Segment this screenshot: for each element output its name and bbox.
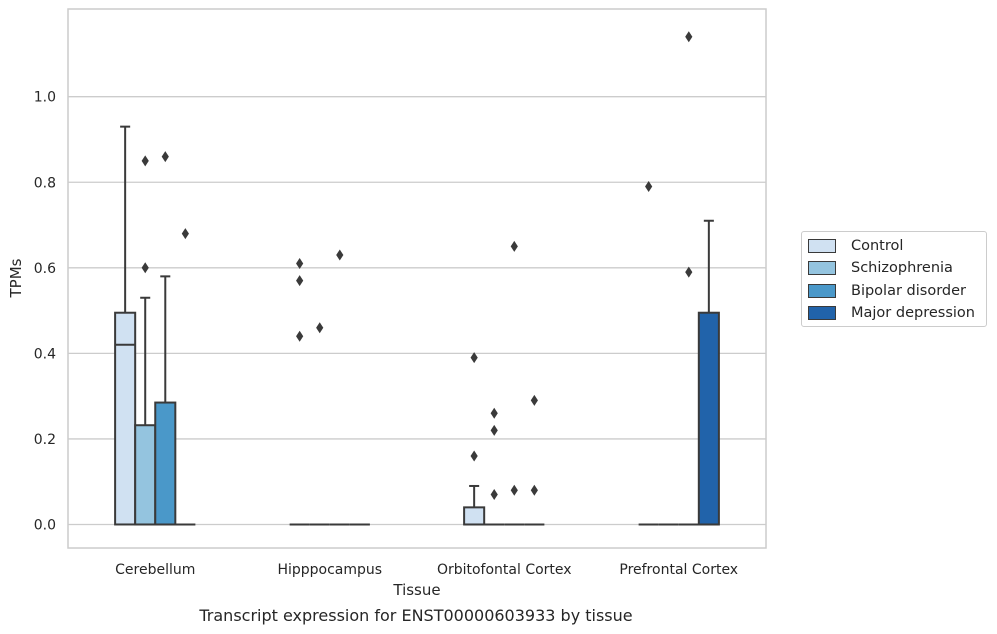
- box-body: [154, 401, 177, 526]
- x-axis-label: Tissue: [392, 581, 440, 599]
- outlier-point: [336, 249, 344, 261]
- outlier-point: [490, 424, 498, 436]
- x-tick-label: Cerebellum: [115, 562, 195, 578]
- box-body: [463, 506, 486, 526]
- outlier-point: [490, 489, 498, 501]
- box-plot-series: [114, 31, 720, 526]
- outlier-point: [316, 322, 324, 334]
- outlier-point: [470, 352, 478, 364]
- outlier-point: [141, 155, 149, 167]
- outlier-point: [645, 181, 653, 193]
- x-tick-label: Hipppocampus: [277, 562, 382, 578]
- y-tick-label: 0.6: [34, 261, 56, 277]
- outlier-point: [296, 330, 304, 342]
- legend-swatch-bipolar-disorder: [808, 284, 836, 298]
- outlier-point: [530, 394, 538, 406]
- legend-label-schizophrenia: Schizophrenia: [851, 260, 953, 276]
- outlier-point: [296, 275, 304, 287]
- outlier-point: [470, 450, 478, 462]
- legend-label-control: Control: [851, 238, 904, 254]
- legend-label-bipolar-disorder: Bipolar disorder: [851, 283, 966, 299]
- y-tick-label: 0.4: [34, 346, 56, 362]
- legend-label-major-depression: Major depression: [851, 305, 975, 321]
- legend-item-control: Control: [808, 237, 903, 255]
- y-axis-label: TPMs: [7, 258, 25, 298]
- outlier-point: [510, 240, 518, 252]
- outlier-point: [490, 407, 498, 419]
- outlier-point: [530, 484, 538, 496]
- legend-item-major-depression: Major depression: [808, 304, 975, 322]
- box-body: [697, 311, 720, 526]
- box-body: [134, 424, 157, 526]
- box-body: [114, 311, 137, 526]
- chart-title: Transcript expression for ENST0000060393…: [199, 606, 633, 625]
- x-tick-label: Prefrontal Cortex: [619, 562, 738, 578]
- legend-item-schizophrenia: Schizophrenia: [808, 259, 953, 277]
- outlier-point: [161, 151, 169, 163]
- y-tick-label: 0.2: [34, 432, 56, 448]
- outlier-point: [296, 258, 304, 270]
- legend-swatch-major-depression: [808, 306, 836, 320]
- outlier-point: [685, 266, 693, 278]
- x-tick-labels: Cerebellum Hipppocampus Orbitofontal Corte…: [115, 562, 738, 578]
- outlier-point: [685, 31, 693, 43]
- outlier-point: [181, 228, 189, 240]
- outlier-point: [141, 262, 149, 274]
- legend: Control Schizophrenia Bipolar disorder M…: [801, 231, 987, 327]
- legend-swatch-schizophrenia: [808, 261, 836, 275]
- y-tick-labels: 0.0 0.2 0.4 0.6 0.8 1.0: [34, 90, 56, 534]
- outlier-point: [510, 484, 518, 496]
- plot-frame: [67, 8, 767, 549]
- y-tick-label: 1.0: [34, 90, 56, 106]
- y-tick-label: 0.0: [34, 517, 56, 533]
- legend-swatch-control: [808, 239, 836, 253]
- x-tick-label: Orbitofontal Cortex: [437, 562, 572, 578]
- legend-item-bipolar-disorder: Bipolar disorder: [808, 282, 966, 300]
- y-tick-label: 0.8: [34, 175, 56, 191]
